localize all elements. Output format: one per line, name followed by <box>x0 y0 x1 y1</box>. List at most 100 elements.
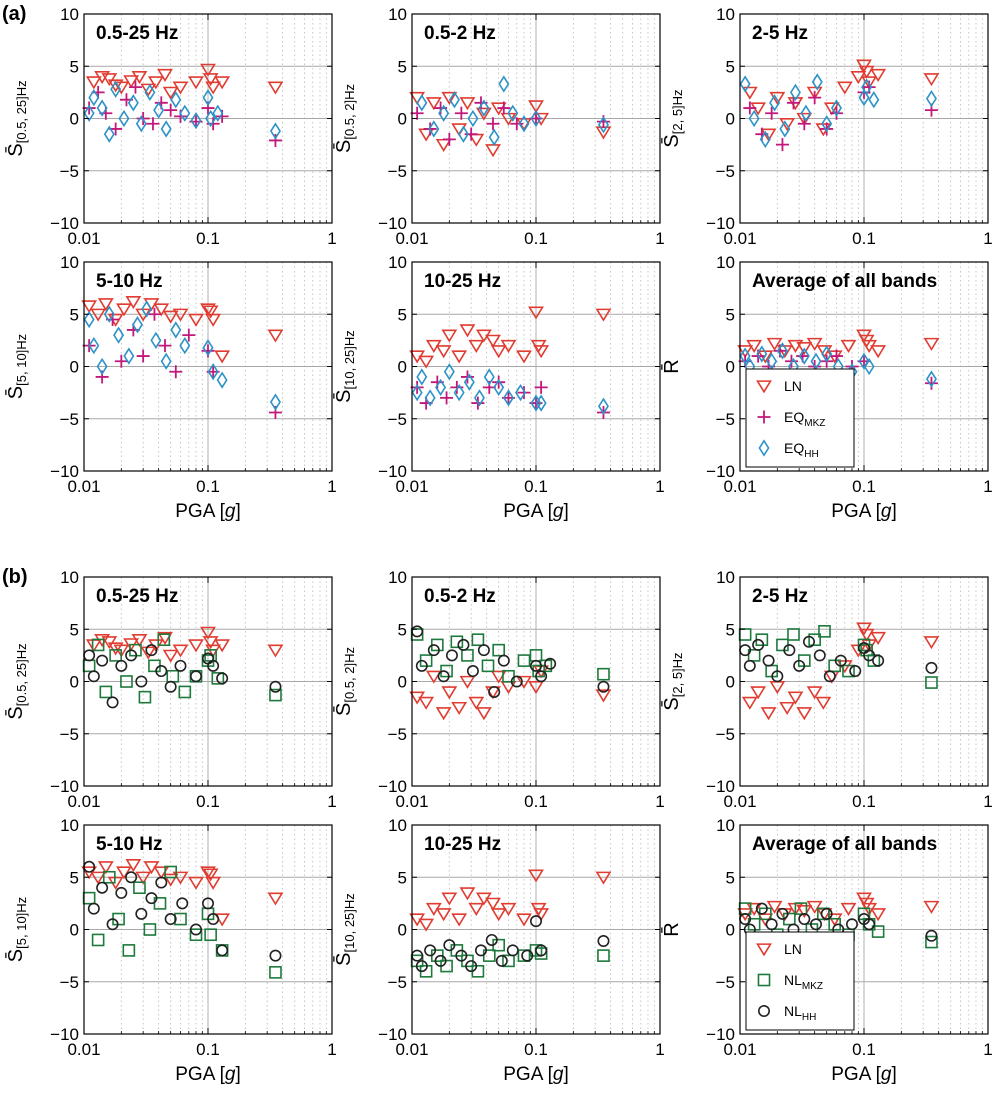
data-point <box>787 691 804 705</box>
y-tick-label: 5 <box>70 305 79 324</box>
data-point <box>450 635 464 649</box>
x-tick-label: 0.01 <box>723 229 756 248</box>
series-square <box>82 633 282 704</box>
data-point <box>200 303 216 317</box>
y-tick-label: −5 <box>716 973 735 992</box>
data-point <box>140 83 157 97</box>
data-point <box>597 667 610 681</box>
x-tick-label: 0.01 <box>395 229 428 248</box>
y-tick-label: −10 <box>50 777 79 796</box>
data-point <box>756 345 768 363</box>
data-point <box>747 649 761 662</box>
data-point <box>97 861 114 875</box>
y-tick-label: 5 <box>398 620 407 639</box>
data-point <box>739 347 751 365</box>
data-point <box>410 380 424 394</box>
data-point <box>787 628 800 641</box>
data-point <box>435 378 447 397</box>
data-point <box>858 628 875 642</box>
legend-label: LN <box>784 378 802 394</box>
data-point <box>216 672 229 685</box>
series-plus <box>82 307 282 419</box>
y-tick-label: −5 <box>60 725 79 744</box>
data-point <box>829 349 843 363</box>
x-axis-label: PGA [g] <box>503 501 569 522</box>
data-point <box>202 636 219 650</box>
data-point <box>102 870 116 884</box>
data-point <box>269 949 282 962</box>
data-point <box>528 306 544 320</box>
x-tick-label: 0.01 <box>723 1040 756 1059</box>
data-point <box>597 397 609 415</box>
data-point <box>868 91 880 109</box>
y-tick-label: −10 <box>706 214 735 233</box>
data-point <box>466 665 479 678</box>
data-point <box>821 345 833 363</box>
data-point <box>850 71 867 85</box>
data-point <box>416 368 428 386</box>
data-point <box>925 929 938 942</box>
x-axis-label: PGA [g] <box>503 1064 569 1085</box>
data-point <box>762 654 775 667</box>
data-point <box>793 659 806 672</box>
data-point <box>96 99 108 117</box>
data-point <box>158 339 172 353</box>
data-point <box>115 659 128 672</box>
data-point <box>131 71 148 85</box>
y-tick-label: −5 <box>716 162 735 181</box>
data-point <box>107 79 124 93</box>
y-tick-label: 10 <box>60 568 79 587</box>
data-point <box>802 635 815 648</box>
data-point <box>786 96 800 110</box>
y-tick-label: 10 <box>716 568 735 587</box>
y-tick-label: −5 <box>716 725 735 744</box>
y-tick-label: −10 <box>706 1025 735 1044</box>
data-point <box>153 303 170 317</box>
data-point <box>106 918 119 931</box>
y-tick-label: 10 <box>388 568 407 587</box>
data-point <box>925 661 938 674</box>
data-point <box>842 664 855 678</box>
x-tick-label: 0.01 <box>395 1040 428 1059</box>
data-point <box>443 939 456 952</box>
data-point <box>474 944 487 957</box>
data-point <box>528 681 544 695</box>
y-tick-label: −10 <box>706 777 735 796</box>
data-point <box>863 918 876 931</box>
data-point <box>110 80 122 98</box>
data-point <box>759 130 771 149</box>
y-tick-label: 10 <box>388 5 407 24</box>
data-point <box>164 680 177 693</box>
data-point <box>150 331 162 350</box>
y-tick-label: 0 <box>726 921 735 940</box>
data-point <box>269 966 282 979</box>
y-tick-label: 0 <box>398 673 407 692</box>
data-point <box>145 644 158 657</box>
y-tick-label: 10 <box>716 253 735 272</box>
y-tick-label: −5 <box>388 410 407 429</box>
panel-title: 0.5-25 Hz <box>96 23 178 44</box>
panel-11: 10 5 0 −5 −100.01 0.1 1 10-25 Hz S̄[10, 25]Hz PGA… <box>332 816 665 1085</box>
data-point <box>925 370 937 388</box>
data-point <box>443 363 455 381</box>
data-point <box>468 339 485 353</box>
data-point <box>164 865 177 879</box>
data-point <box>174 659 187 672</box>
data-point <box>488 128 500 146</box>
legend-label: EQMKZ <box>784 409 825 429</box>
data-point <box>82 101 96 115</box>
data-point <box>818 625 831 638</box>
data-point <box>125 859 142 873</box>
data-point <box>535 394 547 412</box>
data-point <box>202 868 219 882</box>
data-point <box>207 363 219 381</box>
data-point <box>441 892 458 906</box>
legend-box <box>745 931 855 1031</box>
data-point <box>170 321 182 339</box>
data-point <box>162 873 179 887</box>
data-point <box>172 871 189 885</box>
data-point <box>486 117 500 131</box>
data-point <box>516 675 532 689</box>
data-point <box>179 104 191 122</box>
data-point <box>454 106 468 120</box>
